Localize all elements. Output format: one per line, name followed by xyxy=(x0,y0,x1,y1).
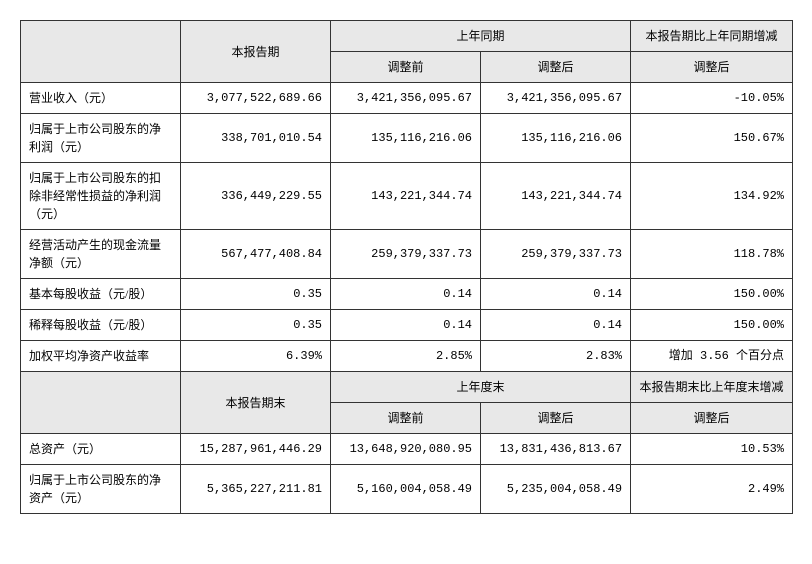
row-pre: 0.14 xyxy=(331,310,481,341)
row-current: 15,287,961,446.29 xyxy=(181,434,331,465)
header-blank-1 xyxy=(21,21,181,83)
row-pre: 143,221,344.74 xyxy=(331,163,481,230)
row-label: 归属于上市公司股东的扣除非经常性损益的净利润（元） xyxy=(21,163,181,230)
row-label: 营业收入（元） xyxy=(21,83,181,114)
header-change-sub-2: 调整后 xyxy=(631,403,793,434)
row-current: 567,477,408.84 xyxy=(181,230,331,279)
header-pre-adj-1: 调整前 xyxy=(331,52,481,83)
header-change: 本报告期比上年同期增减 xyxy=(631,21,793,52)
header-current-period: 本报告期 xyxy=(181,21,331,83)
row-post: 13,831,436,813.67 xyxy=(481,434,631,465)
table-row: 经营活动产生的现金流量净额（元） 567,477,408.84 259,379,… xyxy=(21,230,793,279)
header-current-period-end: 本报告期末 xyxy=(181,372,331,434)
header-prior-period: 上年同期 xyxy=(331,21,631,52)
row-pre: 135,116,216.06 xyxy=(331,114,481,163)
row-pre: 3,421,356,095.67 xyxy=(331,83,481,114)
row-post: 135,116,216.06 xyxy=(481,114,631,163)
row-label: 归属于上市公司股东的净利润（元） xyxy=(21,114,181,163)
header-blank-2 xyxy=(21,372,181,434)
header-change-2: 本报告期末比上年度末增减 xyxy=(631,372,793,403)
row-pre: 0.14 xyxy=(331,279,481,310)
row-pre: 5,160,004,058.49 xyxy=(331,465,481,514)
row-current: 336,449,229.55 xyxy=(181,163,331,230)
row-current: 3,077,522,689.66 xyxy=(181,83,331,114)
header-change-sub-1: 调整后 xyxy=(631,52,793,83)
row-current: 0.35 xyxy=(181,310,331,341)
row-change: 150.67% xyxy=(631,114,793,163)
row-change: -10.05% xyxy=(631,83,793,114)
row-pre: 259,379,337.73 xyxy=(331,230,481,279)
row-post: 143,221,344.74 xyxy=(481,163,631,230)
row-label: 稀释每股收益（元/股） xyxy=(21,310,181,341)
row-label: 加权平均净资产收益率 xyxy=(21,341,181,372)
table-row: 稀释每股收益（元/股） 0.35 0.14 0.14 150.00% xyxy=(21,310,793,341)
row-label: 经营活动产生的现金流量净额（元） xyxy=(21,230,181,279)
table-row: 加权平均净资产收益率 6.39% 2.85% 2.83% 增加 3.56 个百分… xyxy=(21,341,793,372)
row-change: 增加 3.56 个百分点 xyxy=(631,341,793,372)
row-current: 5,365,227,211.81 xyxy=(181,465,331,514)
row-pre: 2.85% xyxy=(331,341,481,372)
header-post-adj-1: 调整后 xyxy=(481,52,631,83)
row-change: 10.53% xyxy=(631,434,793,465)
table-row: 基本每股收益（元/股） 0.35 0.14 0.14 150.00% xyxy=(21,279,793,310)
table-row: 归属于上市公司股东的净利润（元） 338,701,010.54 135,116,… xyxy=(21,114,793,163)
row-change: 150.00% xyxy=(631,279,793,310)
row-label: 总资产（元） xyxy=(21,434,181,465)
header-pre-adj-2: 调整前 xyxy=(331,403,481,434)
row-post: 5,235,004,058.49 xyxy=(481,465,631,514)
row-post: 3,421,356,095.67 xyxy=(481,83,631,114)
row-change: 2.49% xyxy=(631,465,793,514)
row-post: 0.14 xyxy=(481,279,631,310)
row-label: 基本每股收益（元/股） xyxy=(21,279,181,310)
row-current: 6.39% xyxy=(181,341,331,372)
row-label: 归属于上市公司股东的净资产（元） xyxy=(21,465,181,514)
table-row: 营业收入（元） 3,077,522,689.66 3,421,356,095.6… xyxy=(21,83,793,114)
row-post: 259,379,337.73 xyxy=(481,230,631,279)
header-prior-year-end: 上年度末 xyxy=(331,372,631,403)
row-change: 134.92% xyxy=(631,163,793,230)
row-change: 118.78% xyxy=(631,230,793,279)
table-row: 归属于上市公司股东的扣除非经常性损益的净利润（元） 336,449,229.55… xyxy=(21,163,793,230)
row-pre: 13,648,920,080.95 xyxy=(331,434,481,465)
row-change: 150.00% xyxy=(631,310,793,341)
table-row: 总资产（元） 15,287,961,446.29 13,648,920,080.… xyxy=(21,434,793,465)
header-post-adj-2: 调整后 xyxy=(481,403,631,434)
row-current: 338,701,010.54 xyxy=(181,114,331,163)
table-row: 归属于上市公司股东的净资产（元） 5,365,227,211.81 5,160,… xyxy=(21,465,793,514)
row-current: 0.35 xyxy=(181,279,331,310)
row-post: 0.14 xyxy=(481,310,631,341)
row-post: 2.83% xyxy=(481,341,631,372)
financial-summary-table: 本报告期 上年同期 本报告期比上年同期增减 调整前 调整后 调整后 营业收入（元… xyxy=(20,20,793,514)
